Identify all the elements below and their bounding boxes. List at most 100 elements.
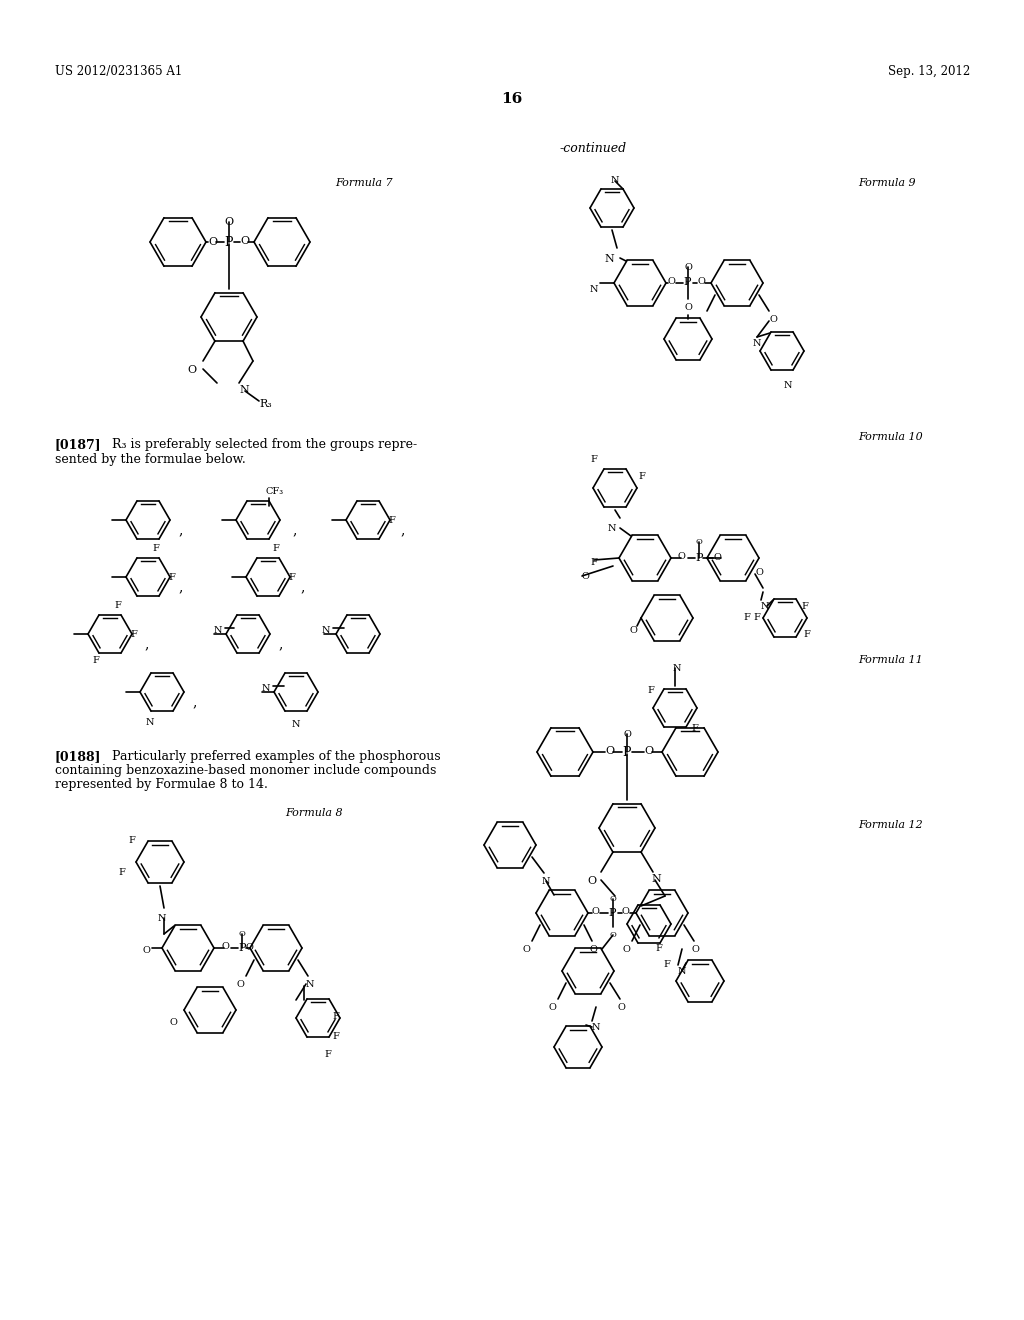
Text: N: N xyxy=(213,626,222,635)
Text: O: O xyxy=(618,1003,626,1012)
Text: O: O xyxy=(588,876,597,886)
Text: F: F xyxy=(801,602,808,611)
Text: F: F xyxy=(647,686,654,696)
Text: O: O xyxy=(170,1018,178,1027)
Text: sented by the formulae below.: sented by the formulae below. xyxy=(55,453,246,466)
Text: ,: , xyxy=(144,638,148,651)
Text: F: F xyxy=(691,723,698,733)
Text: F: F xyxy=(332,1012,339,1020)
Text: ,: , xyxy=(292,523,296,537)
Text: F: F xyxy=(663,960,670,969)
Text: F: F xyxy=(324,1049,331,1059)
Text: F: F xyxy=(92,656,99,665)
Text: F: F xyxy=(153,544,160,553)
Text: CF₃: CF₃ xyxy=(266,487,284,496)
Text: containing benzoxazine-based monomer include compounds: containing benzoxazine-based monomer inc… xyxy=(55,764,436,777)
Text: F: F xyxy=(803,630,810,639)
Text: Formula 8: Formula 8 xyxy=(285,808,343,818)
Text: O: O xyxy=(697,277,705,286)
Text: O: O xyxy=(668,277,676,286)
Text: R₃ is preferably selected from the groups repre-: R₃ is preferably selected from the group… xyxy=(112,438,417,451)
Text: O: O xyxy=(522,945,530,954)
Text: O: O xyxy=(592,907,600,916)
Text: N: N xyxy=(678,968,686,975)
Text: P: P xyxy=(683,277,690,286)
Text: O: O xyxy=(623,945,630,954)
Text: O: O xyxy=(684,304,692,312)
Text: F: F xyxy=(288,573,295,582)
Text: O: O xyxy=(713,553,721,562)
Text: ,: , xyxy=(178,523,182,537)
Text: ,: , xyxy=(178,579,182,594)
Text: O: O xyxy=(684,263,692,272)
Text: ,: , xyxy=(400,523,404,537)
Text: O: O xyxy=(629,626,637,635)
Text: F: F xyxy=(115,601,122,610)
Text: O: O xyxy=(769,315,777,323)
Text: F: F xyxy=(638,473,645,480)
Text: O: O xyxy=(692,945,699,954)
Text: O: O xyxy=(208,238,217,247)
Text: O: O xyxy=(678,552,686,561)
Text: US 2012/0231365 A1: US 2012/0231365 A1 xyxy=(55,65,182,78)
Text: O: O xyxy=(187,366,197,375)
Text: F: F xyxy=(128,836,135,845)
Text: F: F xyxy=(332,1032,339,1041)
Text: Formula 12: Formula 12 xyxy=(858,820,923,830)
Text: Formula 9: Formula 9 xyxy=(858,178,915,187)
Text: F: F xyxy=(272,544,280,553)
Text: N: N xyxy=(753,339,762,348)
Text: O: O xyxy=(237,979,244,989)
Text: N: N xyxy=(592,1023,600,1032)
Text: O: O xyxy=(623,730,631,739)
Text: O: O xyxy=(239,931,246,939)
Text: F: F xyxy=(130,630,137,639)
Text: N: N xyxy=(608,524,616,533)
Text: N: N xyxy=(158,913,167,923)
Text: O: O xyxy=(246,942,254,952)
Text: F: F xyxy=(590,558,597,568)
Text: O: O xyxy=(622,907,630,916)
Text: N: N xyxy=(322,626,330,635)
Text: N: N xyxy=(610,176,620,185)
Text: P: P xyxy=(224,236,232,249)
Text: N: N xyxy=(145,718,155,727)
Text: R₃: R₃ xyxy=(259,399,271,409)
Text: F: F xyxy=(655,944,662,953)
Text: F: F xyxy=(753,612,760,622)
Text: O: O xyxy=(609,895,616,903)
Text: -continued: -continued xyxy=(560,143,627,154)
Text: O: O xyxy=(644,746,653,756)
Text: N: N xyxy=(604,253,613,264)
Text: ,: , xyxy=(278,638,283,651)
Text: O: O xyxy=(590,945,598,954)
Text: O: O xyxy=(548,1003,556,1012)
Text: O: O xyxy=(240,236,249,246)
Text: Formula 10: Formula 10 xyxy=(858,432,923,442)
Text: O: O xyxy=(222,942,229,950)
Text: N: N xyxy=(542,876,551,886)
Text: O: O xyxy=(582,572,590,581)
Text: O: O xyxy=(695,539,702,546)
Text: O: O xyxy=(224,216,233,227)
Text: [0188]: [0188] xyxy=(55,750,101,763)
Text: Sep. 13, 2012: Sep. 13, 2012 xyxy=(888,65,970,78)
Text: N: N xyxy=(239,385,249,395)
Text: O: O xyxy=(609,931,616,939)
Text: P: P xyxy=(608,908,615,917)
Text: Particularly preferred examples of the phosphorous: Particularly preferred examples of the p… xyxy=(112,750,440,763)
Text: N: N xyxy=(261,684,270,693)
Text: ,: , xyxy=(300,579,304,594)
Text: F: F xyxy=(118,869,125,876)
Text: O: O xyxy=(605,746,614,756)
Text: represented by Formulae 8 to 14.: represented by Formulae 8 to 14. xyxy=(55,777,268,791)
Text: N: N xyxy=(761,602,769,611)
Text: N: N xyxy=(590,285,598,294)
Text: O: O xyxy=(142,946,150,954)
Text: N: N xyxy=(783,381,793,389)
Text: N: N xyxy=(292,719,300,729)
Text: F: F xyxy=(168,573,175,582)
Text: F: F xyxy=(743,612,750,622)
Text: P: P xyxy=(695,553,702,564)
Text: O: O xyxy=(755,568,763,577)
